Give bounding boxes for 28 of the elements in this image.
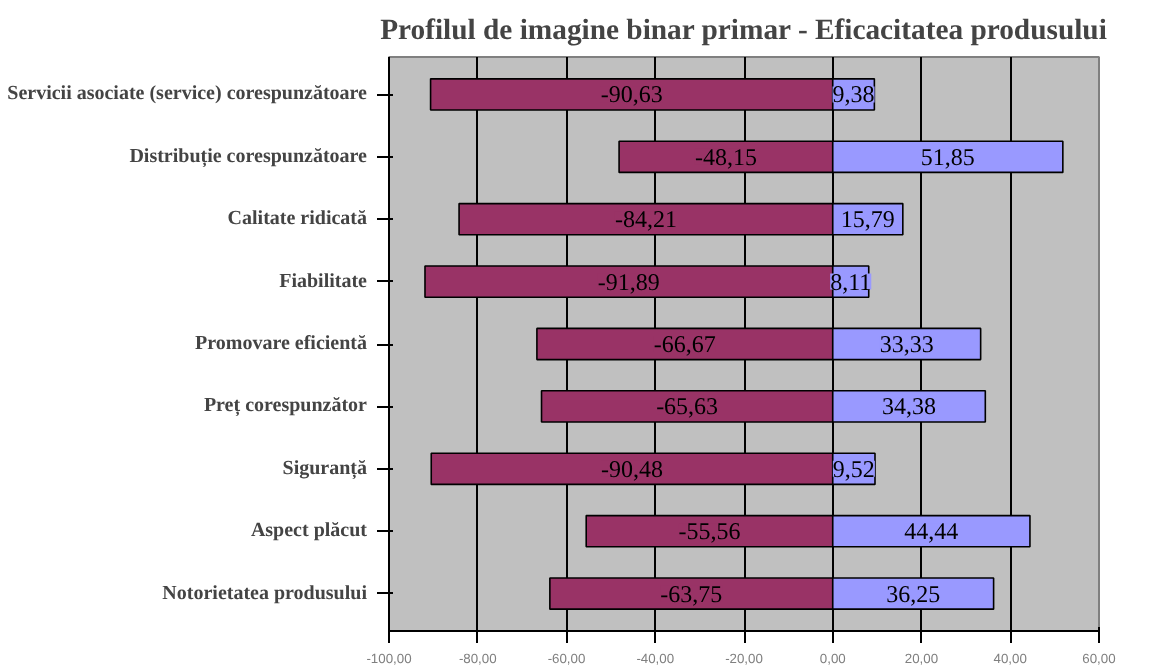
data-label: 8,11 [830, 267, 872, 296]
data-label: -55,56 [678, 517, 741, 546]
data-label: 15,79 [840, 205, 895, 234]
data-label: -65,63 [656, 392, 719, 421]
data-label: -66,67 [653, 330, 716, 358]
data-label: -90,48 [601, 454, 663, 483]
data-label: 36,25 [886, 579, 941, 608]
data-label: -91,89 [597, 267, 660, 296]
y-tick-label: Promovare eficientă [195, 333, 368, 355]
data-label: 51,85 [920, 142, 975, 171]
data-label: -63,75 [660, 579, 723, 608]
chart-title: Profilul de imagine binar primar - Eficacitatea produsului [380, 15, 1107, 47]
data-label: -84,21 [614, 205, 677, 234]
data-label: 44,44 [904, 517, 959, 546]
y-tick-label: Calitate ridicată [227, 208, 367, 231]
y-tick-label: Distribuție corespunzătoare [129, 145, 369, 168]
y-tick-label: Notorietatea produsului [162, 582, 368, 605]
data-label: 9,38 [832, 80, 875, 109]
data-label: -90,63 [600, 80, 663, 109]
data-label: 33,33 [879, 330, 934, 358]
y-tick-label: Fiabilitate [279, 270, 369, 293]
y-tick-label: Siguranță [282, 457, 368, 480]
data-label: 9,52 [832, 454, 875, 483]
data-label: -48,15 [694, 142, 757, 171]
y-tick-label: Preț corespunzător [203, 395, 369, 418]
data-label: 34,38 [882, 392, 937, 421]
y-tick-label: Servicii asociate (service) corespunzătoare [7, 83, 369, 106]
y-tick-label: Aspect plăcut [250, 520, 369, 543]
